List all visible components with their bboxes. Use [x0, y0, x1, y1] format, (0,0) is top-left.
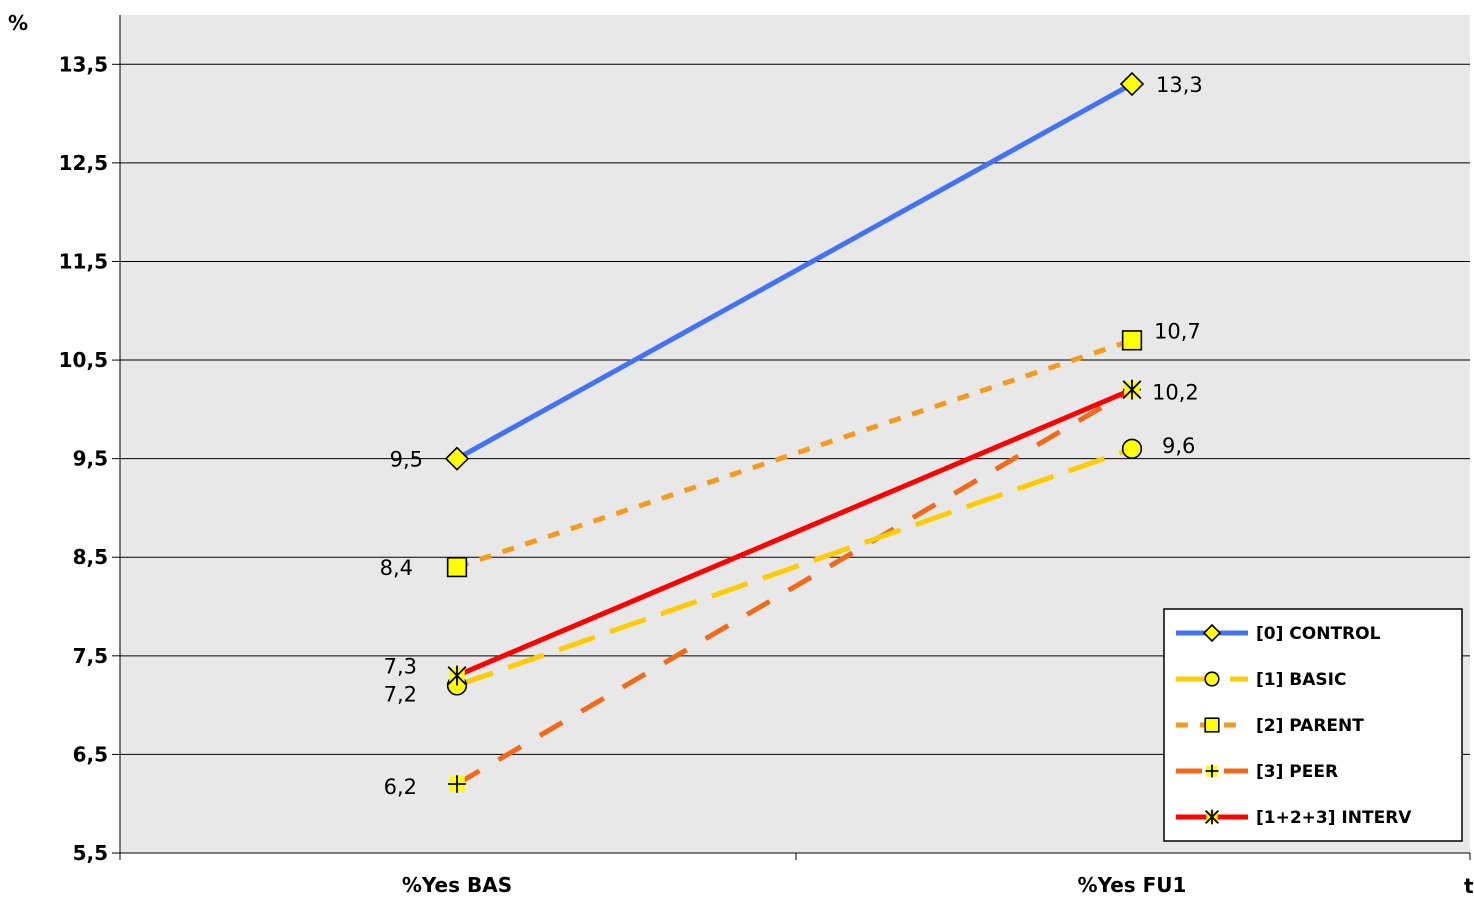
x-category-label: %Yes BAS: [402, 873, 512, 897]
legend-marker: [1204, 717, 1220, 733]
legend: [0] CONTROL [1] BASIC [2] PARENT [3] PEER [1…: [1163, 608, 1463, 842]
y-axis-unit-label: %: [8, 11, 28, 35]
data-point-marker: [447, 665, 467, 686]
legend-label: [0] CONTROL: [1256, 624, 1381, 644]
legend-label: [1+2+3] INTERV: [1256, 808, 1412, 828]
data-label: 10,2: [1152, 381, 1199, 405]
y-tick-label: 8,5: [73, 545, 108, 569]
data-point-marker: [1122, 379, 1142, 400]
data-point-marker: [446, 556, 468, 578]
legend-label: [1] BASIC: [1256, 670, 1346, 690]
data-label: 7,2: [384, 682, 417, 706]
data-label: 13,3: [1156, 73, 1203, 97]
y-tick-label: 6,5: [73, 742, 108, 766]
series-line-3: [455, 387, 1134, 787]
y-tick-label: 11,5: [59, 249, 108, 273]
data-point-marker: [444, 446, 470, 471]
data-label: 7,3: [384, 655, 417, 679]
legend-marker: [1204, 671, 1220, 687]
data-label: 6,2: [384, 775, 417, 799]
data-point-marker: [1121, 330, 1143, 351]
data-label: 8,4: [380, 556, 413, 580]
legend-label: [2] PARENT: [1256, 716, 1364, 736]
data-point-marker: [448, 775, 466, 793]
y-tick-label: 13,5: [59, 52, 108, 76]
legend-marker: [1205, 764, 1219, 778]
y-tick-label: 5,5: [73, 841, 108, 865]
y-tick-label: 10,5: [59, 348, 108, 372]
legend-label: [3] PEER: [1256, 762, 1338, 782]
x-category-label: %Yes FU1: [1078, 873, 1187, 897]
legend-marker: [1204, 809, 1220, 825]
y-tick-label: 9,5: [73, 447, 108, 471]
series-line-0: [455, 81, 1134, 461]
legend-marker: [1202, 623, 1222, 643]
data-point-marker: [1119, 71, 1145, 97]
y-tick-label: 7,5: [73, 644, 108, 668]
data-point-marker: [1121, 438, 1143, 459]
y-tick-label: 12,5: [59, 151, 108, 175]
series-line-1: [456, 446, 1133, 688]
data-label: 9,6: [1162, 434, 1195, 458]
data-label: 9,5: [390, 448, 423, 472]
series-line-4: [456, 387, 1133, 678]
x-axis-label: t: [1464, 874, 1474, 897]
data-label: 10,7: [1154, 319, 1201, 343]
